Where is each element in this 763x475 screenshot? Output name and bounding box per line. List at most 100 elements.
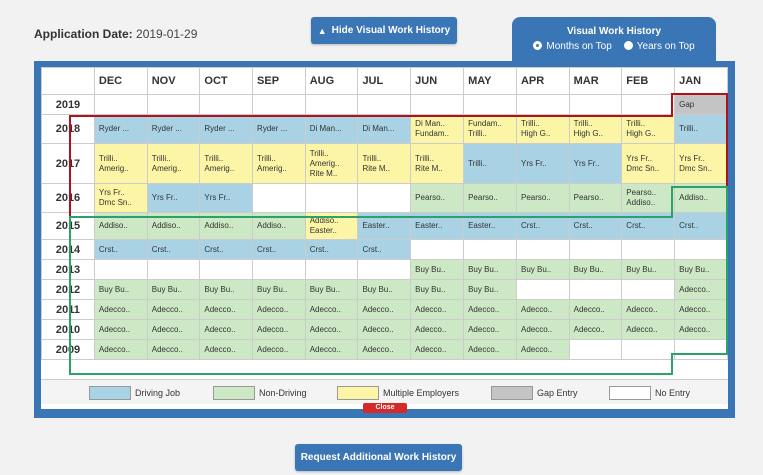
history-cell[interactable]: Easter.. — [410, 212, 465, 240]
history-cell[interactable]: Yrs Fr.. Dmc Sn.. — [621, 143, 676, 184]
history-cell[interactable]: Adecco.. — [304, 299, 359, 320]
history-cell[interactable]: Yrs Fr.. Dmc Sn.. — [674, 143, 728, 184]
history-cell[interactable]: Ryder ... — [199, 114, 254, 144]
history-cell[interactable]: Ryder ... — [93, 114, 148, 144]
history-cell[interactable]: Addiso.. — [252, 212, 306, 240]
history-cell[interactable]: Pearso.. — [410, 183, 465, 213]
history-cell[interactable]: Adecco.. — [621, 319, 676, 340]
history-cell[interactable]: Addiso.. — [93, 212, 148, 240]
history-cell[interactable]: Crst.. — [515, 212, 570, 240]
history-cell[interactable]: Trilli.. Amerig.. — [199, 143, 254, 184]
history-cell[interactable]: Trilli.. Amerig.. Rite M.. — [304, 143, 359, 184]
history-cell[interactable]: Addiso.. — [199, 212, 254, 240]
history-cell[interactable]: Adecco.. — [357, 299, 412, 320]
history-cell[interactable]: Crst.. — [199, 239, 254, 260]
history-cell[interactable]: Buy Bu.. — [304, 279, 359, 300]
history-cell[interactable]: Adecco.. — [568, 319, 623, 340]
history-cell[interactable]: Adecco.. — [463, 339, 517, 360]
history-cell[interactable]: Adecco.. — [93, 339, 148, 360]
history-cell[interactable]: Buy Bu.. — [463, 259, 517, 280]
history-cell[interactable]: Adecco.. — [252, 339, 306, 360]
history-cell[interactable]: Yrs Fr.. — [199, 183, 254, 213]
history-cell[interactable]: Trilli.. Rite M.. — [410, 143, 465, 184]
history-cell[interactable]: Adecco.. — [357, 339, 412, 360]
history-cell[interactable]: Crst.. — [252, 239, 306, 260]
history-cell[interactable]: Trilli.. Rite M.. — [357, 143, 412, 184]
history-cell[interactable]: Adecco.. — [199, 299, 254, 320]
history-cell[interactable]: Adecco.. — [515, 299, 570, 320]
history-cell[interactable]: Adecco.. — [410, 299, 465, 320]
history-cell[interactable]: Adecco.. — [93, 299, 148, 320]
history-cell[interactable]: Trilli.. Amerig.. — [252, 143, 306, 184]
history-cell[interactable]: Adecco.. — [621, 299, 676, 320]
close-button[interactable]: Close — [363, 403, 407, 413]
history-cell[interactable]: Ryder ... — [252, 114, 306, 144]
history-cell[interactable]: Trilli.. Amerig.. — [93, 143, 148, 184]
history-cell[interactable]: Trilli.. High G.. — [568, 114, 623, 144]
history-cell[interactable]: Adecco.. — [674, 299, 728, 320]
history-cell[interactable]: Trilli.. Amerig.. — [146, 143, 201, 184]
history-cell[interactable]: Adecco.. — [515, 339, 570, 360]
history-cell[interactable]: Adecco.. — [568, 299, 623, 320]
history-cell[interactable]: Adecco.. — [410, 319, 465, 340]
history-cell[interactable]: Pearso.. — [463, 183, 517, 213]
history-cell[interactable]: Ryder ... — [146, 114, 201, 144]
history-cell[interactable]: Buy Bu.. — [93, 279, 148, 300]
history-cell[interactable]: Buy Bu.. — [515, 259, 570, 280]
history-cell[interactable]: Crst.. — [146, 239, 201, 260]
history-cell[interactable]: Buy Bu.. — [621, 259, 676, 280]
history-cell[interactable]: Yrs Fr.. — [568, 143, 623, 184]
history-cell[interactable]: Buy Bu.. — [568, 259, 623, 280]
request-additional-work-history-button[interactable]: Request Additional Work History — [295, 444, 462, 471]
history-cell[interactable]: Adecco.. — [199, 339, 254, 360]
history-cell[interactable]: Easter.. — [357, 212, 412, 240]
history-cell[interactable]: Adecco.. — [463, 299, 517, 320]
history-cell[interactable]: Yrs Fr.. — [515, 143, 570, 184]
history-cell[interactable]: Trilli.. — [463, 143, 517, 184]
hide-visual-work-history-button[interactable]: ▲ Hide Visual Work History — [311, 17, 457, 44]
history-cell[interactable]: Buy Bu.. — [463, 279, 517, 300]
years-on-top-radio[interactable]: Years on Top — [623, 41, 695, 52]
history-cell[interactable]: Buy Bu.. — [146, 279, 201, 300]
history-cell[interactable]: Di Man... — [357, 114, 412, 144]
history-cell[interactable]: Adecco.. — [463, 319, 517, 340]
history-cell[interactable]: Addiso.. Easter.. — [304, 212, 359, 240]
history-cell[interactable]: Crst.. — [621, 212, 676, 240]
history-cell[interactable]: Adecco.. — [304, 319, 359, 340]
history-cell[interactable]: Buy Bu.. — [199, 279, 254, 300]
history-cell[interactable]: Pearso.. Addiso.. — [621, 183, 676, 213]
history-cell[interactable]: Crst.. — [568, 212, 623, 240]
history-cell[interactable]: Adecco.. — [146, 339, 201, 360]
history-cell[interactable]: Adecco.. — [674, 279, 728, 300]
history-cell[interactable]: Crst.. — [357, 239, 412, 260]
history-cell[interactable]: Buy Bu.. — [410, 259, 465, 280]
history-cell[interactable]: Adecco.. — [252, 299, 306, 320]
history-cell[interactable]: Adecco.. — [252, 319, 306, 340]
history-cell[interactable]: Adecco.. — [93, 319, 148, 340]
history-cell[interactable]: Di Man... — [304, 114, 359, 144]
history-cell[interactable]: Adecco.. — [515, 319, 570, 340]
months-on-top-radio[interactable]: Months on Top — [533, 41, 612, 52]
history-cell[interactable]: Addiso.. — [146, 212, 201, 240]
history-cell[interactable]: Trilli.. High G.. — [621, 114, 676, 144]
history-cell[interactable]: Trilli.. — [674, 114, 728, 144]
history-cell[interactable]: Buy Bu.. — [252, 279, 306, 300]
history-cell[interactable]: Adecco.. — [410, 339, 465, 360]
history-cell[interactable]: Trilli.. High G.. — [515, 114, 570, 144]
history-cell[interactable]: Buy Bu.. — [674, 259, 728, 280]
history-cell[interactable]: Easter.. — [463, 212, 517, 240]
history-cell[interactable]: Adecco.. — [146, 319, 201, 340]
history-cell[interactable]: Crst.. — [93, 239, 148, 260]
history-cell[interactable]: Yrs Fr.. Dmc Sn.. — [93, 183, 148, 213]
history-cell[interactable]: Pearso.. — [568, 183, 623, 213]
history-cell[interactable]: Gap — [674, 94, 728, 115]
history-cell[interactable]: Fundam.. Trilli.. — [463, 114, 517, 144]
history-cell[interactable]: Adecco.. — [146, 299, 201, 320]
history-cell[interactable]: Adecco.. — [674, 319, 728, 340]
history-cell[interactable]: Addiso.. — [674, 183, 728, 213]
history-cell[interactable]: Pearso.. — [515, 183, 570, 213]
history-cell[interactable]: Crst.. — [304, 239, 359, 260]
history-cell[interactable]: Di Man.. Fundam.. — [410, 114, 465, 144]
history-cell[interactable]: Yrs Fr.. — [146, 183, 201, 213]
history-cell[interactable]: Crst.. — [674, 212, 728, 240]
